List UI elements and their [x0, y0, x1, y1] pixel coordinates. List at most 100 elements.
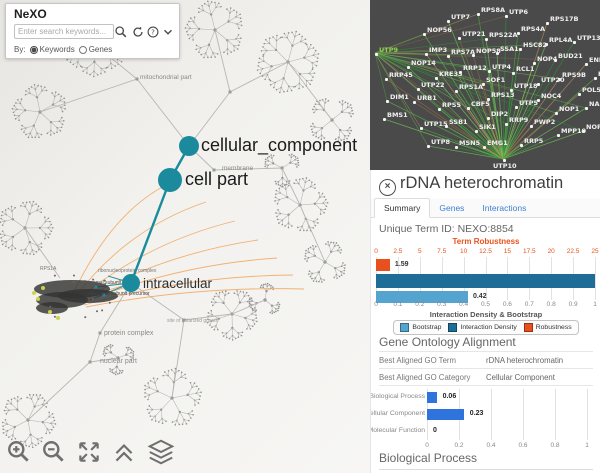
network-node-dot[interactable] [467, 107, 470, 110]
chevron-down-icon[interactable] [161, 25, 175, 39]
network-node-label[interactable]: RPL4A [549, 36, 572, 44]
network-node-label[interactable]: RRP9 [509, 116, 528, 124]
network-node-dot[interactable] [573, 41, 576, 44]
network-node-dot[interactable] [515, 106, 518, 109]
network-node-label[interactable]: RPS5 [442, 101, 461, 109]
network-node-label[interactable]: SOF1 [486, 76, 505, 84]
network-node-dot[interactable] [505, 123, 508, 126]
network-node-label[interactable]: SSA1 [500, 45, 519, 53]
network-node-dot[interactable] [496, 52, 499, 55]
zoom-in-icon[interactable] [6, 439, 32, 465]
network-node-dot[interactable] [375, 53, 378, 56]
network-node-label[interactable]: RPS1A [459, 83, 483, 91]
network-node-label[interactable]: RRP45 [389, 71, 413, 79]
tree-node-cellular-component[interactable] [179, 136, 199, 156]
tree-label-ribosomal-subunit-precursor[interactable]: ribosomal subunit precursor [88, 291, 150, 297]
network-node-dot[interactable] [425, 53, 428, 56]
network-node-label[interactable]: CBF5 [471, 100, 490, 108]
zoom-out-icon[interactable] [41, 439, 67, 465]
network-node-dot[interactable] [585, 63, 588, 66]
network-node-label[interactable]: UTP6 [509, 8, 528, 16]
network-node-dot[interactable] [512, 72, 515, 75]
network-node-dot[interactable] [445, 125, 448, 128]
search-input[interactable] [14, 24, 114, 39]
network-node-label[interactable]: UTP5 [519, 99, 538, 107]
network-node-dot[interactable] [438, 108, 441, 111]
network-node-label[interactable]: NOP56 [427, 26, 452, 34]
network-node-dot[interactable] [383, 118, 386, 121]
tab-interactions[interactable]: Interactions [473, 199, 535, 217]
network-node-label[interactable]: BUD21 [558, 52, 583, 60]
network-node-dot[interactable] [386, 100, 389, 103]
network-node-dot[interactable] [407, 66, 410, 69]
network-node-dot[interactable] [423, 33, 426, 36]
tree-label-cellular-component[interactable]: cellular_component [201, 135, 357, 156]
ontology-tree-panel[interactable]: mitochondrial part cellular_component me… [0, 0, 370, 473]
network-node-dot[interactable] [417, 88, 420, 91]
network-node-label[interactable]: UTP10 [493, 162, 517, 170]
network-node-dot[interactable] [578, 93, 581, 96]
network-node-label[interactable]: RPS8A [481, 6, 505, 14]
network-node-dot[interactable] [554, 59, 557, 62]
network-node-dot[interactable] [517, 32, 520, 35]
network-node-label[interactable]: RPS22A [489, 31, 518, 39]
network-node-label[interactable]: PWP2 [534, 118, 555, 126]
network-node-dot[interactable] [427, 145, 430, 148]
help-icon[interactable]: ? [146, 25, 160, 39]
network-node-label[interactable]: MPP10 [561, 127, 586, 135]
network-node-label[interactable]: ENP1 [589, 56, 600, 64]
network-node-label[interactable]: UTP22 [421, 81, 445, 89]
network-node-label[interactable]: DIM1 [390, 93, 409, 101]
network-node-dot[interactable] [475, 130, 478, 133]
network-node-label[interactable]: SSB1 [449, 118, 468, 126]
radio-keywords[interactable]: Keywords [30, 45, 75, 54]
network-node-label[interactable]: EMG1 [487, 139, 508, 147]
network-node-label[interactable]: UTP9 [379, 46, 398, 54]
network-node-dot[interactable] [447, 55, 450, 58]
network-node-label[interactable]: UTP4 [492, 63, 511, 71]
network-node-dot[interactable] [435, 77, 438, 80]
tree-label-mitochondrial-part[interactable]: mitochondrial part [140, 74, 192, 81]
fit-to-screen-icon[interactable] [76, 439, 102, 465]
network-node-label[interactable]: UTP13 [577, 34, 600, 42]
network-node-label[interactable]: RRP12 [463, 64, 487, 72]
radio-genes[interactable]: Genes [79, 45, 113, 54]
network-node-dot[interactable] [557, 134, 560, 137]
network-node-dot[interactable] [447, 20, 450, 23]
network-node-dot[interactable] [420, 127, 423, 130]
gene-network-panel[interactable]: RPS8A UTP7 UTP6 RPS17B NOP56 UTP21 RPS22A RPS4A… [370, 0, 600, 170]
network-node-dot[interactable] [555, 112, 558, 115]
network-node-label[interactable]: BMS1 [387, 111, 408, 119]
network-node-dot[interactable] [594, 77, 597, 80]
tree-label-rps1a[interactable]: RPS1A [40, 266, 56, 272]
network-node-label[interactable]: RPS9B [562, 71, 586, 79]
tree-label-ribonucleoprotein-complex[interactable]: ribonucleoprotein complex [98, 268, 156, 274]
network-node-label[interactable]: RRP5 [524, 137, 543, 145]
network-node-label[interactable]: UTP18 [514, 82, 538, 90]
layers-icon[interactable] [146, 437, 176, 467]
network-node-dot[interactable] [483, 146, 486, 149]
network-node-label[interactable]: NOC4 [541, 92, 561, 100]
network-node-label[interactable]: DIP2 [491, 110, 508, 118]
network-node-dot[interactable] [413, 101, 416, 104]
network-node-label[interactable]: SIK1 [479, 123, 496, 131]
network-node-label[interactable]: MSN5 [459, 139, 480, 147]
network-node-dot[interactable] [385, 78, 388, 81]
network-node-dot[interactable] [458, 37, 461, 40]
network-node-dot[interactable] [485, 38, 488, 41]
network-node-dot[interactable] [546, 22, 549, 25]
network-node-label[interactable]: UTP8 [431, 138, 450, 146]
tree-label-protein-complex[interactable]: protein complex [104, 330, 153, 337]
network-node-label[interactable]: RPS13 [491, 91, 515, 99]
network-node-dot[interactable] [455, 90, 458, 93]
network-node-label[interactable]: NAN1 [589, 100, 600, 108]
tab-genes[interactable]: Genes [430, 199, 473, 217]
network-node-dot[interactable] [472, 54, 475, 57]
network-node-dot[interactable] [477, 13, 480, 16]
network-node-label[interactable]: RPS4A [521, 25, 545, 33]
network-node-label[interactable]: RCL1 [516, 65, 534, 73]
collapse-up-icon[interactable] [111, 439, 137, 465]
network-node-dot[interactable] [488, 70, 491, 73]
network-node-label[interactable]: NOP14 [411, 59, 436, 67]
network-node-dot[interactable] [585, 107, 588, 110]
